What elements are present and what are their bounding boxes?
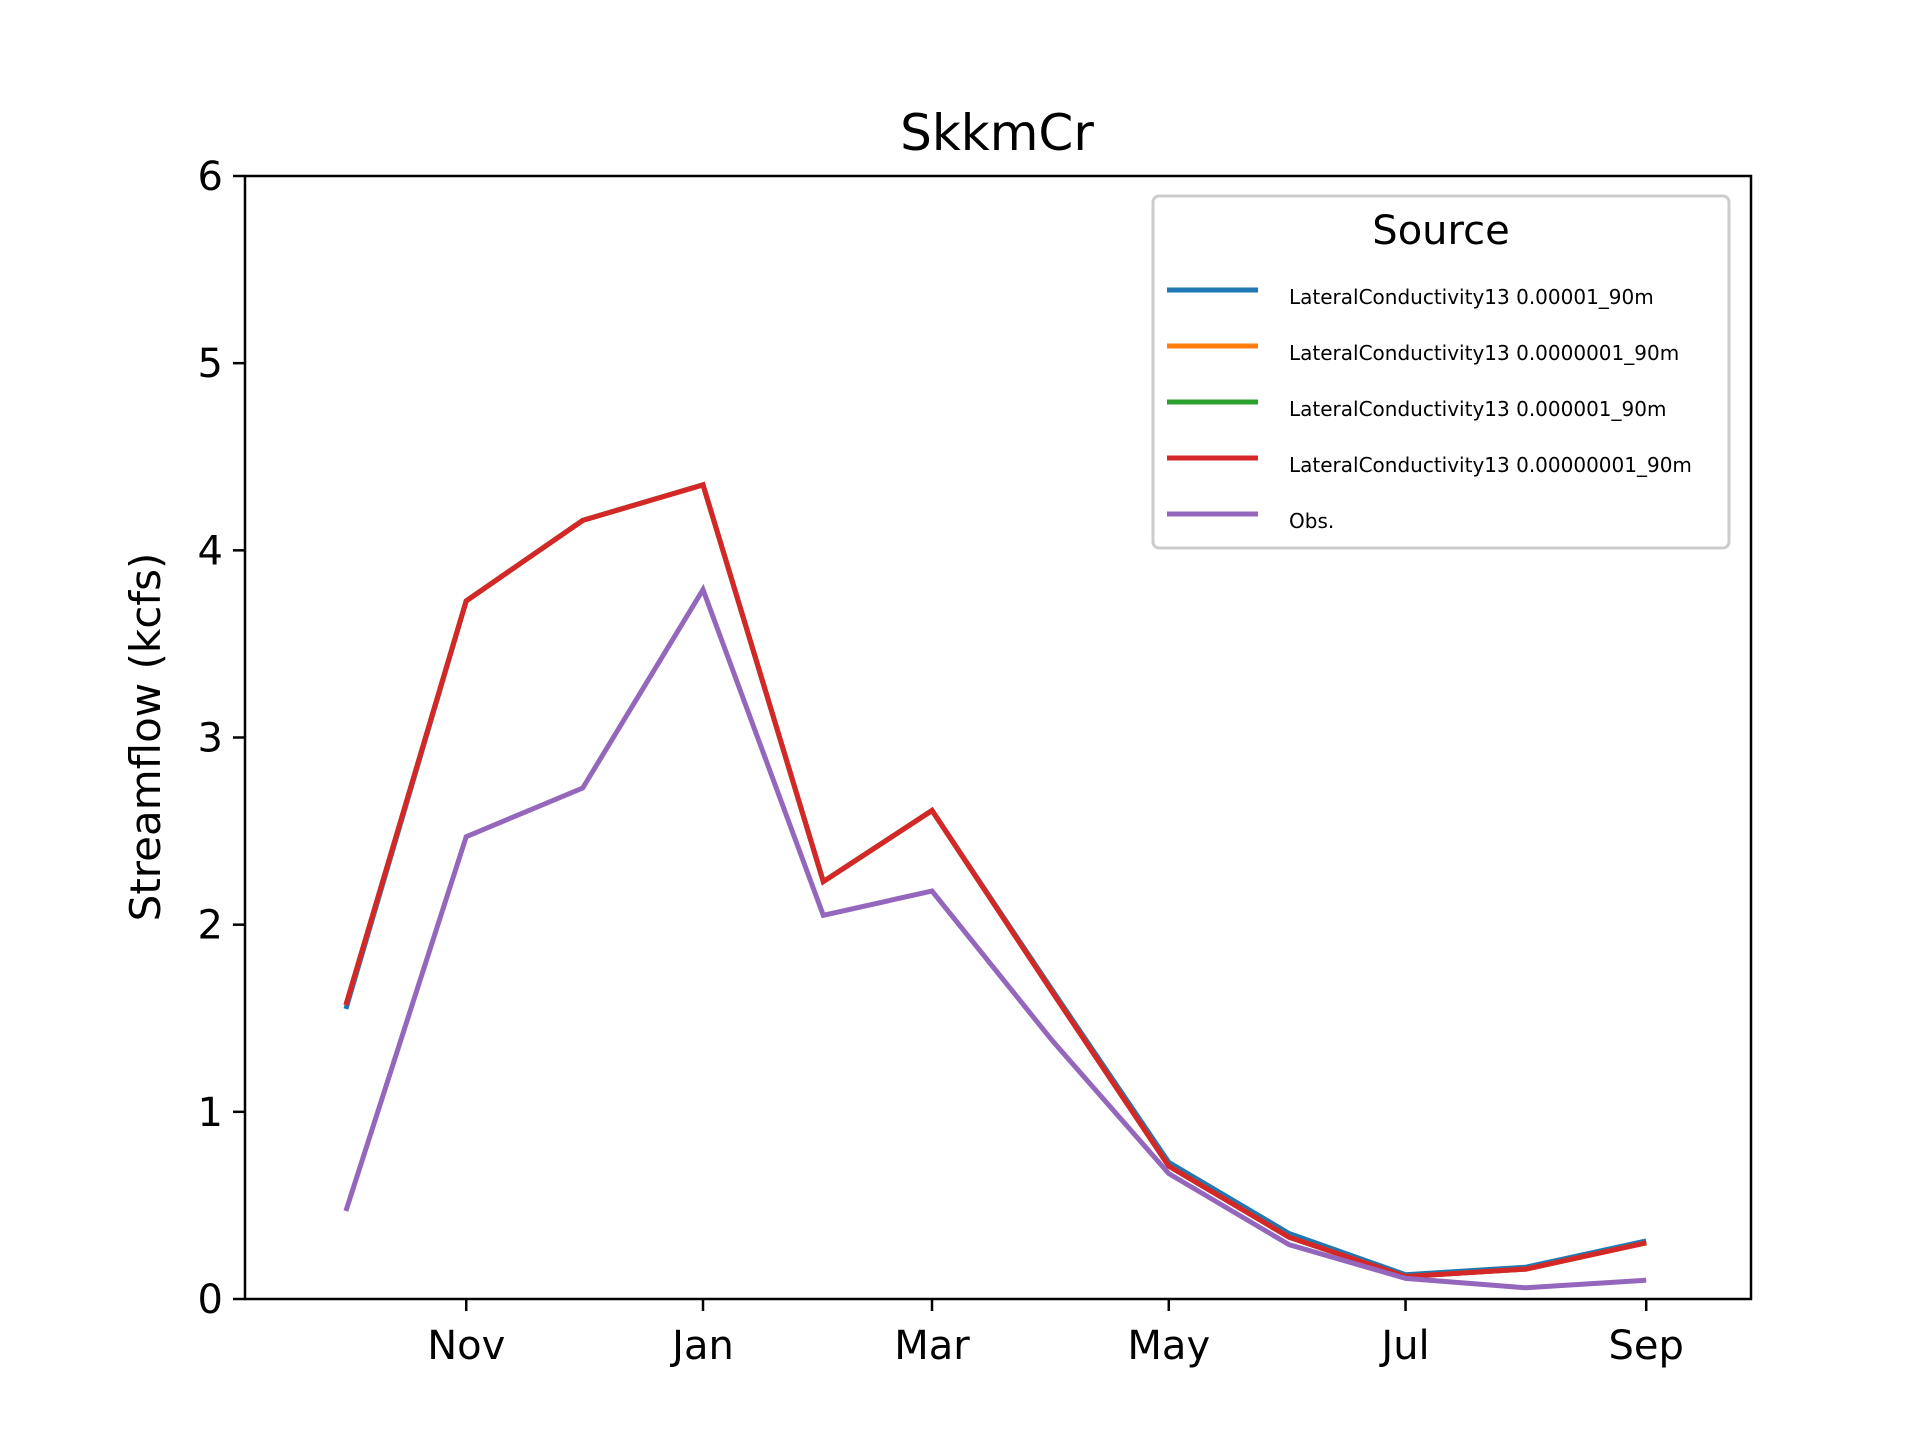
y-tick-label: 0 <box>198 1277 223 1323</box>
chart-title: SkkmCr <box>900 104 1094 162</box>
series-line-1 <box>343 481 1647 1278</box>
y-tick-label: 2 <box>198 903 223 949</box>
legend-label: Obs. <box>1289 509 1334 533</box>
series-line-3 <box>343 481 1647 1280</box>
y-axis-title: Streamflow (kcfs) <box>121 553 170 922</box>
legend-title: Source <box>1372 208 1509 254</box>
y-tick-label: 4 <box>198 528 223 574</box>
series-line-5 <box>343 583 1647 1291</box>
y-tick-label: 6 <box>198 154 223 200</box>
x-tick-label: Jan <box>669 1323 734 1369</box>
y-tick-label: 5 <box>198 341 223 387</box>
series-line-2 <box>343 481 1647 1280</box>
legend-label: LateralConductivity13 0.00000001_90m <box>1289 453 1692 477</box>
x-axis: Nov Jan Mar May Jul Sep <box>427 1299 1684 1369</box>
x-tick-label: May <box>1127 1323 1210 1369</box>
y-axis: 0 1 2 3 4 5 6 <box>198 154 245 1323</box>
legend-label: LateralConductivity13 0.0000001_90m <box>1289 341 1679 365</box>
series-layer <box>343 481 1647 1291</box>
legend-box <box>1151 194 1731 550</box>
y-tick-label: 1 <box>198 1090 223 1136</box>
legend: Source LateralConductivity13 0.00001_90m L… <box>1151 194 1731 550</box>
x-tick-label: Jul <box>1378 1323 1429 1369</box>
legend-label: LateralConductivity13 0.00001_90m <box>1289 285 1654 309</box>
x-tick-label: Mar <box>894 1323 970 1369</box>
series-line-4 <box>343 481 1647 1280</box>
y-tick-label: 3 <box>198 716 223 762</box>
x-tick-label: Nov <box>427 1323 505 1369</box>
x-tick-label: Sep <box>1609 1323 1684 1369</box>
legend-label: LateralConductivity13 0.000001_90m <box>1289 397 1666 421</box>
